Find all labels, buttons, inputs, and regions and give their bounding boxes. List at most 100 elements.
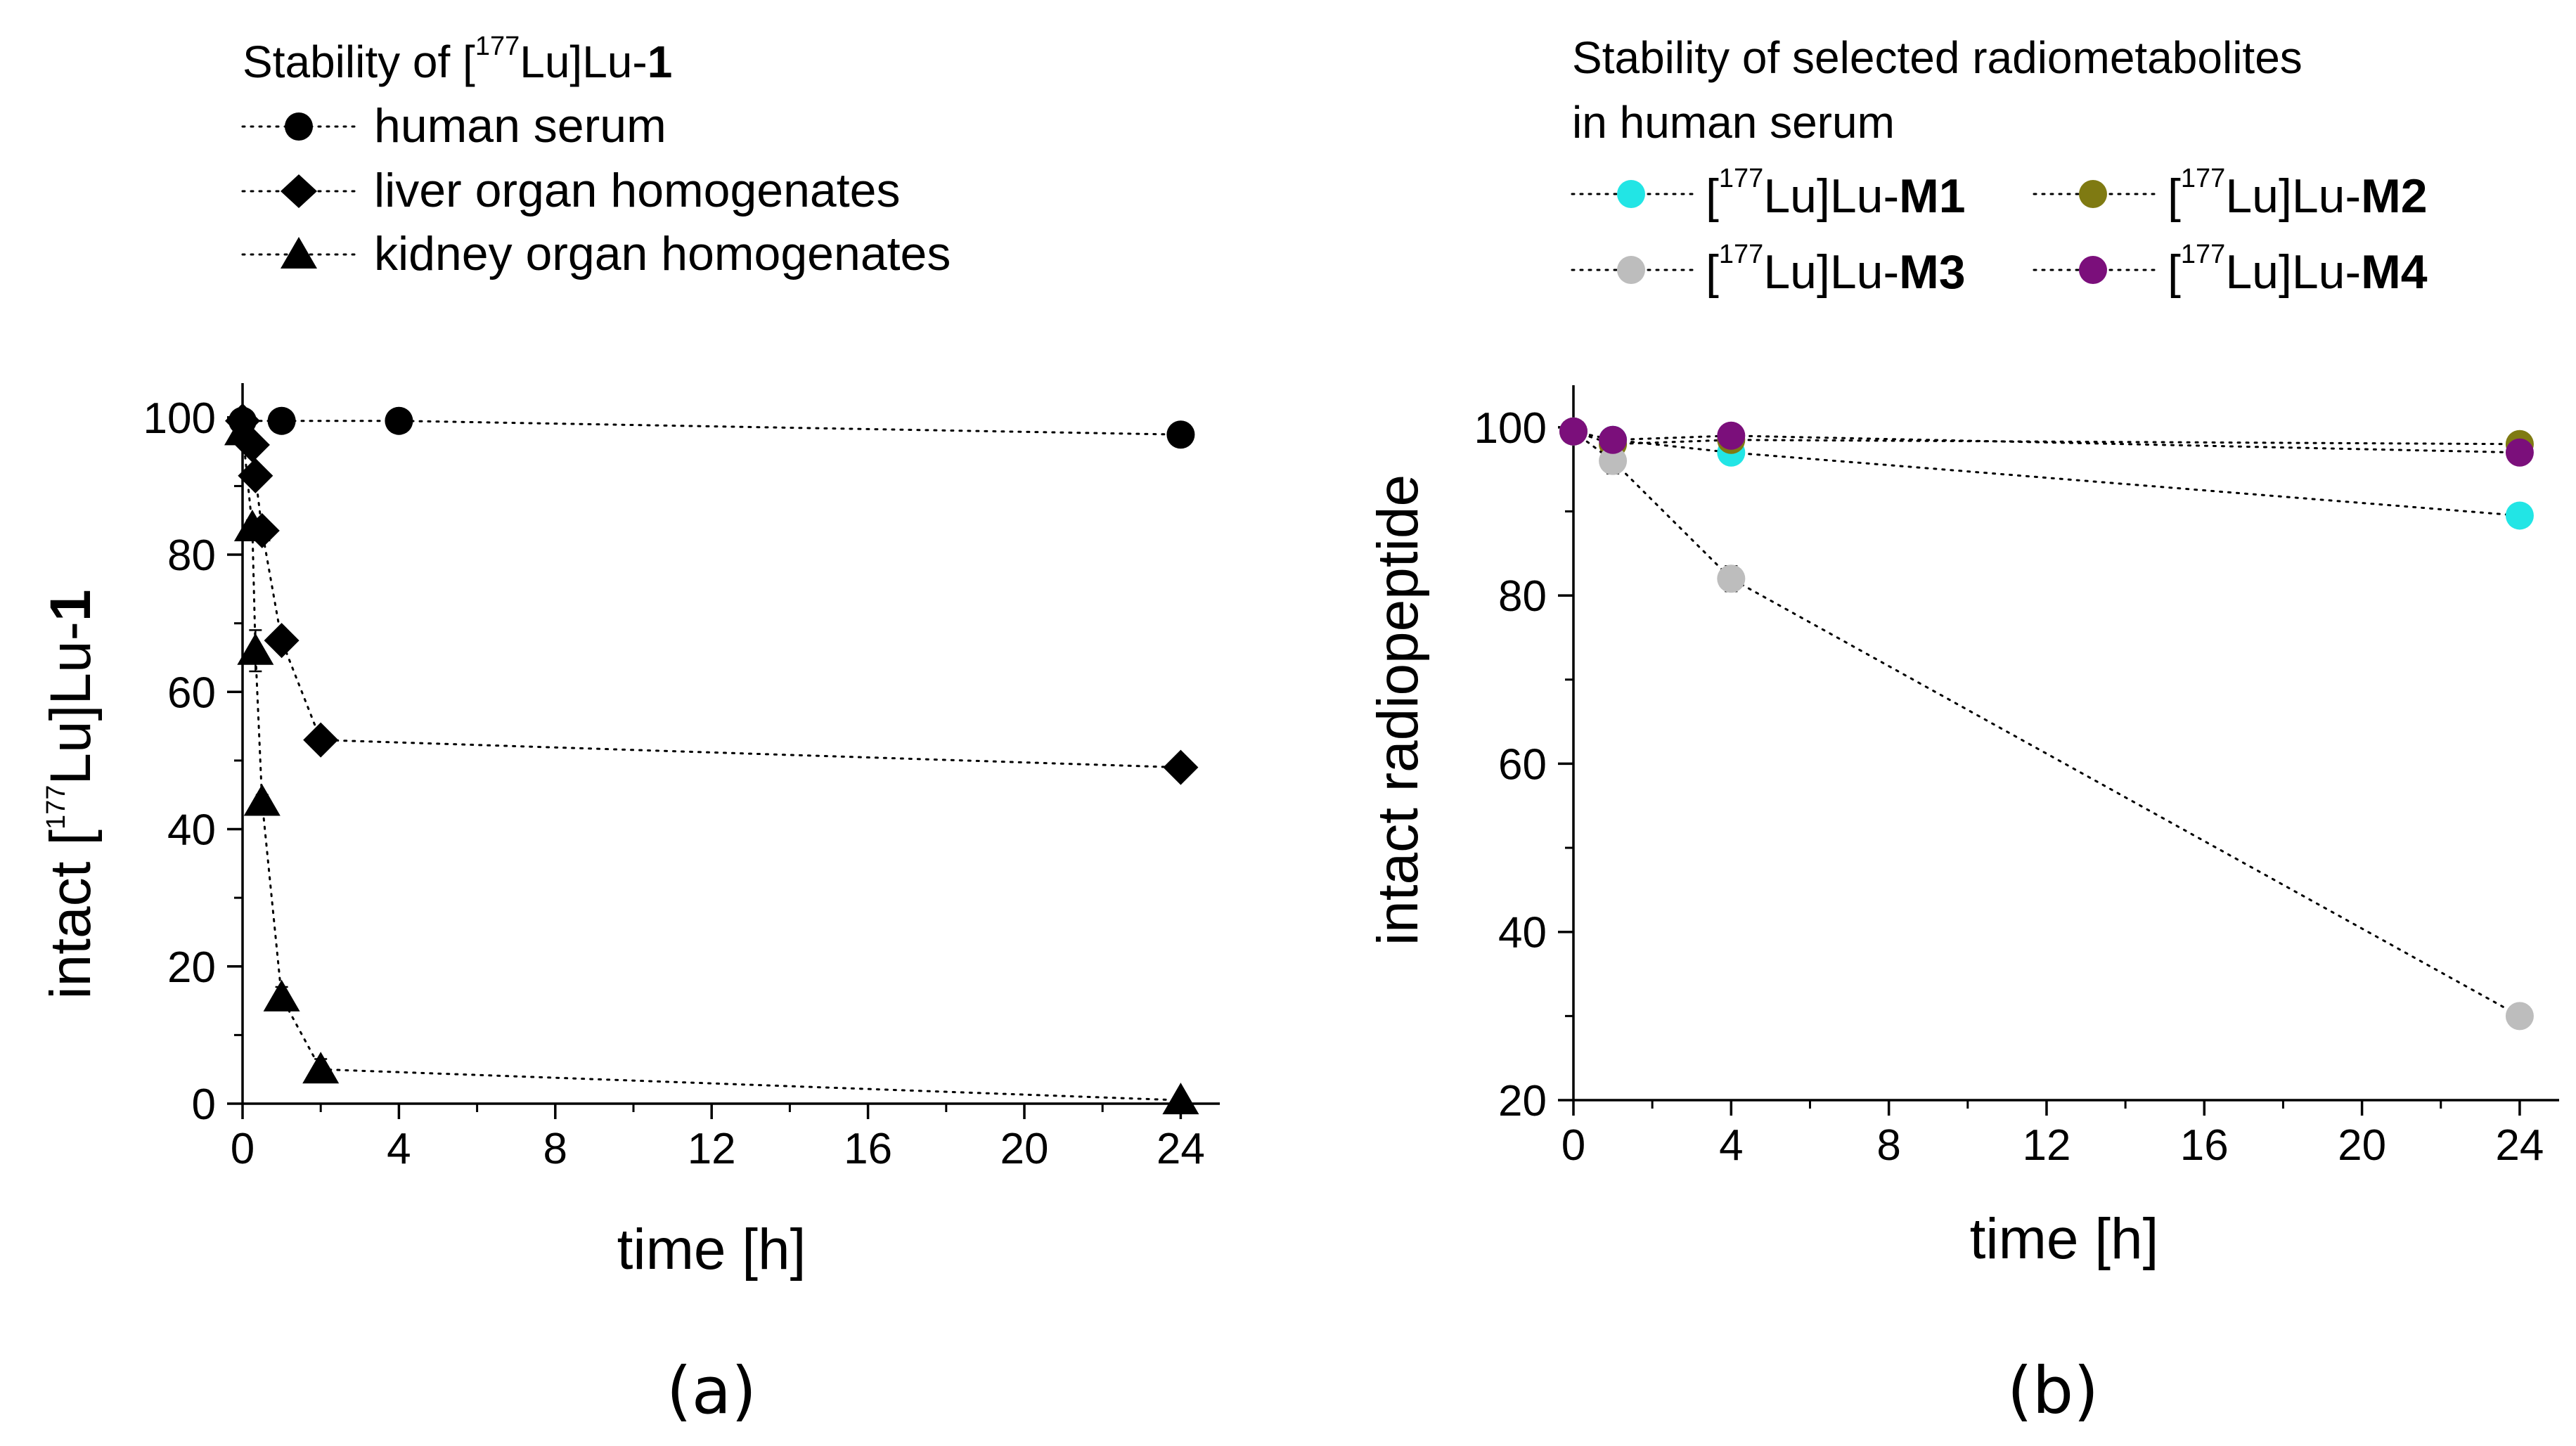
plot-a: 0 4 8 12 16 20 24 0 20 40 60 80 100 time [h] intact … <box>39 383 1220 1428</box>
axes-b <box>1572 385 2559 1102</box>
legend-b-label-m1: [177Lu]Lu-M1 <box>1706 164 1966 223</box>
y-tick-label: 80 <box>167 531 216 580</box>
panel-label-b: (b) <box>2007 1353 2099 1428</box>
y-tick-label: 40 <box>1498 909 1547 957</box>
legend-b-label-m3: [177Lu]Lu-M3 <box>1706 240 1966 299</box>
series-line <box>1572 430 2521 1017</box>
legend-a-item-liver: liver organ homogenates <box>241 164 900 217</box>
legend-b-label-m4: [177Lu]Lu-M4 <box>2168 240 2428 299</box>
data-point-circle <box>267 406 296 435</box>
series-m2 <box>1559 417 2534 458</box>
data-point-circle <box>2505 501 2534 530</box>
legend-a-marker-triangle <box>281 237 317 269</box>
ticks-b: 0 4 8 12 16 20 24 20 40 60 80 100 <box>1474 404 2544 1170</box>
x-tick-label: 20 <box>2338 1121 2386 1170</box>
y-tick-label: 100 <box>1474 404 1547 453</box>
series-m1 <box>1559 417 2534 530</box>
legend-a-item-kidney: kidney organ homogenates <box>241 227 951 280</box>
x-tick-label: 12 <box>688 1125 736 1173</box>
data-point-circle <box>1717 564 1746 593</box>
legend-a-title: Stability of [177Lu]Lu-1 <box>243 32 672 87</box>
x-tick-label: 24 <box>2495 1121 2544 1170</box>
x-axis-title-a: time [h] <box>617 1218 806 1282</box>
data-point-circle <box>2505 438 2534 467</box>
legend-a-marker-circle <box>285 112 313 141</box>
y-tick-label: 20 <box>1498 1077 1547 1125</box>
data-point-circle <box>1717 421 1746 450</box>
axis-lines <box>241 383 1220 1105</box>
x-axis-title-b: time [h] <box>1970 1207 2159 1271</box>
data-point-circle <box>1599 446 1628 475</box>
data-point-circle <box>1166 420 1195 449</box>
plot-b: 0 4 8 12 16 20 24 20 40 60 80 100 time [h] intact r… <box>1366 385 2559 1428</box>
legend-b-label-m2: [177Lu]Lu-M2 <box>2168 164 2428 223</box>
legend-a-marker-diamond <box>281 174 317 208</box>
legend-b-item-m3: [177Lu]Lu-M3 <box>1571 240 1966 299</box>
x-tick-label: 12 <box>2022 1121 2071 1170</box>
x-tick-label: 20 <box>1000 1125 1049 1173</box>
series-kidney-organ-homogenates <box>224 413 1199 1115</box>
y-tick-label: 80 <box>1498 572 1547 621</box>
series-a <box>224 403 1199 1115</box>
data-point-triangle <box>243 784 281 816</box>
legend-a-label-serum: human serum <box>374 99 666 153</box>
series-line <box>1572 430 2521 454</box>
legend-b-item-m2: [177Lu]Lu-M2 <box>2033 164 2428 223</box>
y-tick-label: 60 <box>167 669 216 717</box>
data-point-triangle <box>233 510 271 541</box>
panel-label-a: (a) <box>666 1353 756 1428</box>
data-point-diamond <box>1163 749 1199 785</box>
y-tick-label: 20 <box>167 943 216 992</box>
series-line <box>1572 430 2521 446</box>
legend-a-label-liver: liver organ homogenates <box>374 164 900 217</box>
series-line <box>241 420 1182 436</box>
x-tick-label: 8 <box>1876 1121 1900 1170</box>
series-human-serum <box>228 406 1195 449</box>
data-point-circle <box>385 406 413 435</box>
x-tick-label: 0 <box>1561 1121 1585 1170</box>
legend-a-label-kidney: kidney organ homogenates <box>374 227 951 280</box>
series-line <box>241 430 1182 1102</box>
y-tick-label: 60 <box>1498 740 1547 789</box>
x-tick-label: 0 <box>231 1125 255 1173</box>
data-point-circle <box>1559 417 1588 446</box>
legend-b-title-line1: Stability of selected radiometabolites <box>1572 32 2303 83</box>
data-point-triangle <box>1162 1083 1199 1115</box>
axes-a <box>241 383 1220 1105</box>
data-point-circle <box>1599 425 1628 454</box>
series-b <box>1559 417 2534 1031</box>
y-axis-title-a: intact [177Lu]Lu-1 <box>39 589 103 999</box>
legend-b-item-m1: [177Lu]Lu-M1 <box>1571 164 1966 223</box>
legend-b: Stability of selected radiometabolites i… <box>1571 32 2428 299</box>
series-line <box>1572 430 2521 517</box>
x-tick-label: 16 <box>2180 1121 2229 1170</box>
y-tick-label: 40 <box>167 806 216 855</box>
legend-a: Stability of [177Lu]Lu-1 human serum liv… <box>241 32 951 280</box>
series-line <box>241 420 1182 769</box>
data-point-triangle <box>302 1052 340 1084</box>
x-tick-label: 16 <box>844 1125 892 1173</box>
data-point-triangle <box>237 633 274 665</box>
data-point-diamond <box>303 722 339 758</box>
legend-b-item-m4: [177Lu]Lu-M4 <box>2033 240 2428 299</box>
y-axis-title-b: intact radiopeptide <box>1366 475 1430 945</box>
x-tick-label: 24 <box>1157 1125 1205 1173</box>
axis-lines <box>1572 385 2559 1102</box>
legend-b-title-line2: in human serum <box>1572 97 1895 148</box>
data-point-diamond <box>264 623 300 659</box>
y-tick-label: 100 <box>143 394 216 443</box>
y-tick-label: 0 <box>192 1080 216 1129</box>
data-point-circle <box>2505 1002 2534 1031</box>
x-tick-label: 4 <box>387 1125 411 1173</box>
data-point-triangle <box>263 979 300 1012</box>
legend-b-marker-m3 <box>1617 256 1645 284</box>
ticks-a: 0 4 8 12 16 20 24 0 20 40 60 80 100 <box>143 394 1205 1173</box>
data-point-triangle <box>224 413 261 446</box>
legend-b-marker-m4 <box>2079 256 2107 284</box>
x-tick-label: 8 <box>543 1125 567 1173</box>
legend-b-marker-m1 <box>1617 180 1645 208</box>
legend-b-marker-m2 <box>2079 180 2107 208</box>
legend-a-item-serum: human serum <box>241 99 666 153</box>
series-m3 <box>1559 417 2534 1031</box>
